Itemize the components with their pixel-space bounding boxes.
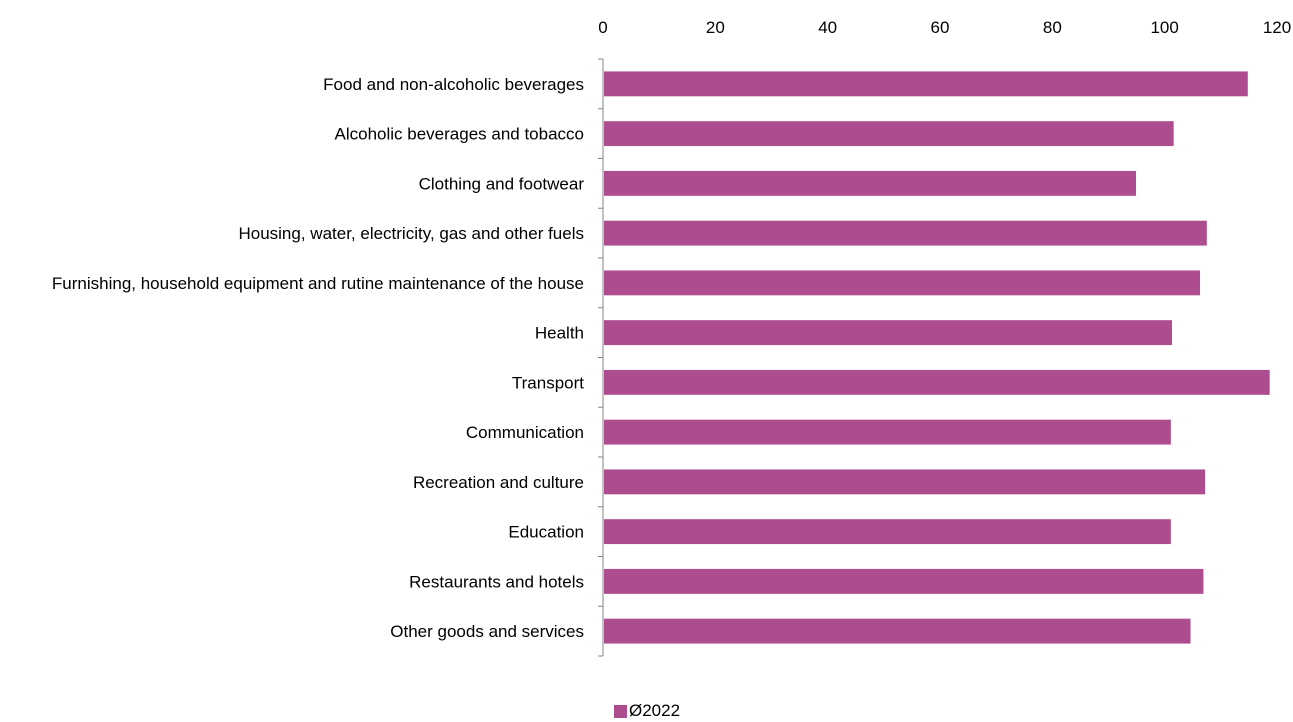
category-label: Clothing and footwear bbox=[419, 174, 585, 193]
bar bbox=[604, 220, 1207, 246]
category-label: Housing, water, electricity, gas and oth… bbox=[238, 224, 584, 243]
bar bbox=[604, 618, 1191, 644]
x-tick-label: 80 bbox=[1043, 18, 1062, 37]
bar bbox=[604, 71, 1248, 97]
bar bbox=[604, 568, 1204, 594]
bar bbox=[604, 519, 1171, 545]
x-tick-label: 0 bbox=[598, 18, 607, 37]
bar bbox=[604, 419, 1171, 445]
bar bbox=[604, 121, 1174, 147]
category-label: Restaurants and hotels bbox=[409, 572, 584, 591]
x-axis: 0 20 40 60 80 100 120 bbox=[598, 18, 1291, 37]
x-tick-label: 120 bbox=[1263, 18, 1291, 37]
x-tick-label: 40 bbox=[818, 18, 837, 37]
x-tick-label: 20 bbox=[706, 18, 725, 37]
category-label: Transport bbox=[512, 373, 584, 392]
y-axis: Food and non-alcoholic beverages Alcoholi… bbox=[52, 58, 603, 657]
bar bbox=[604, 469, 1206, 495]
category-label: Alcoholic beverages and tobacco bbox=[335, 125, 585, 144]
category-label: Education bbox=[508, 523, 584, 542]
bar-chart: 0 20 40 60 80 100 120 Food and non-alcoholic b… bbox=[52, 18, 1291, 657]
bar-series bbox=[604, 71, 1270, 644]
category-label: Food and non-alcoholic beverages bbox=[323, 75, 584, 94]
bar bbox=[604, 320, 1172, 346]
legend-label: Ø2022 bbox=[629, 701, 681, 720]
x-tick-label: 60 bbox=[931, 18, 950, 37]
bar bbox=[604, 270, 1201, 296]
category-label: Other goods and services bbox=[390, 622, 584, 641]
bar bbox=[604, 170, 1137, 196]
legend: Ø2022 bbox=[614, 701, 680, 721]
category-label: Furnishing, household equipment and ruti… bbox=[52, 274, 584, 293]
category-label: Recreation and culture bbox=[413, 473, 584, 492]
x-tick-label: 100 bbox=[1150, 18, 1178, 37]
legend-swatch bbox=[614, 704, 627, 718]
category-label: Health bbox=[535, 324, 584, 343]
bar bbox=[604, 369, 1270, 395]
category-label: Communication bbox=[466, 423, 584, 442]
